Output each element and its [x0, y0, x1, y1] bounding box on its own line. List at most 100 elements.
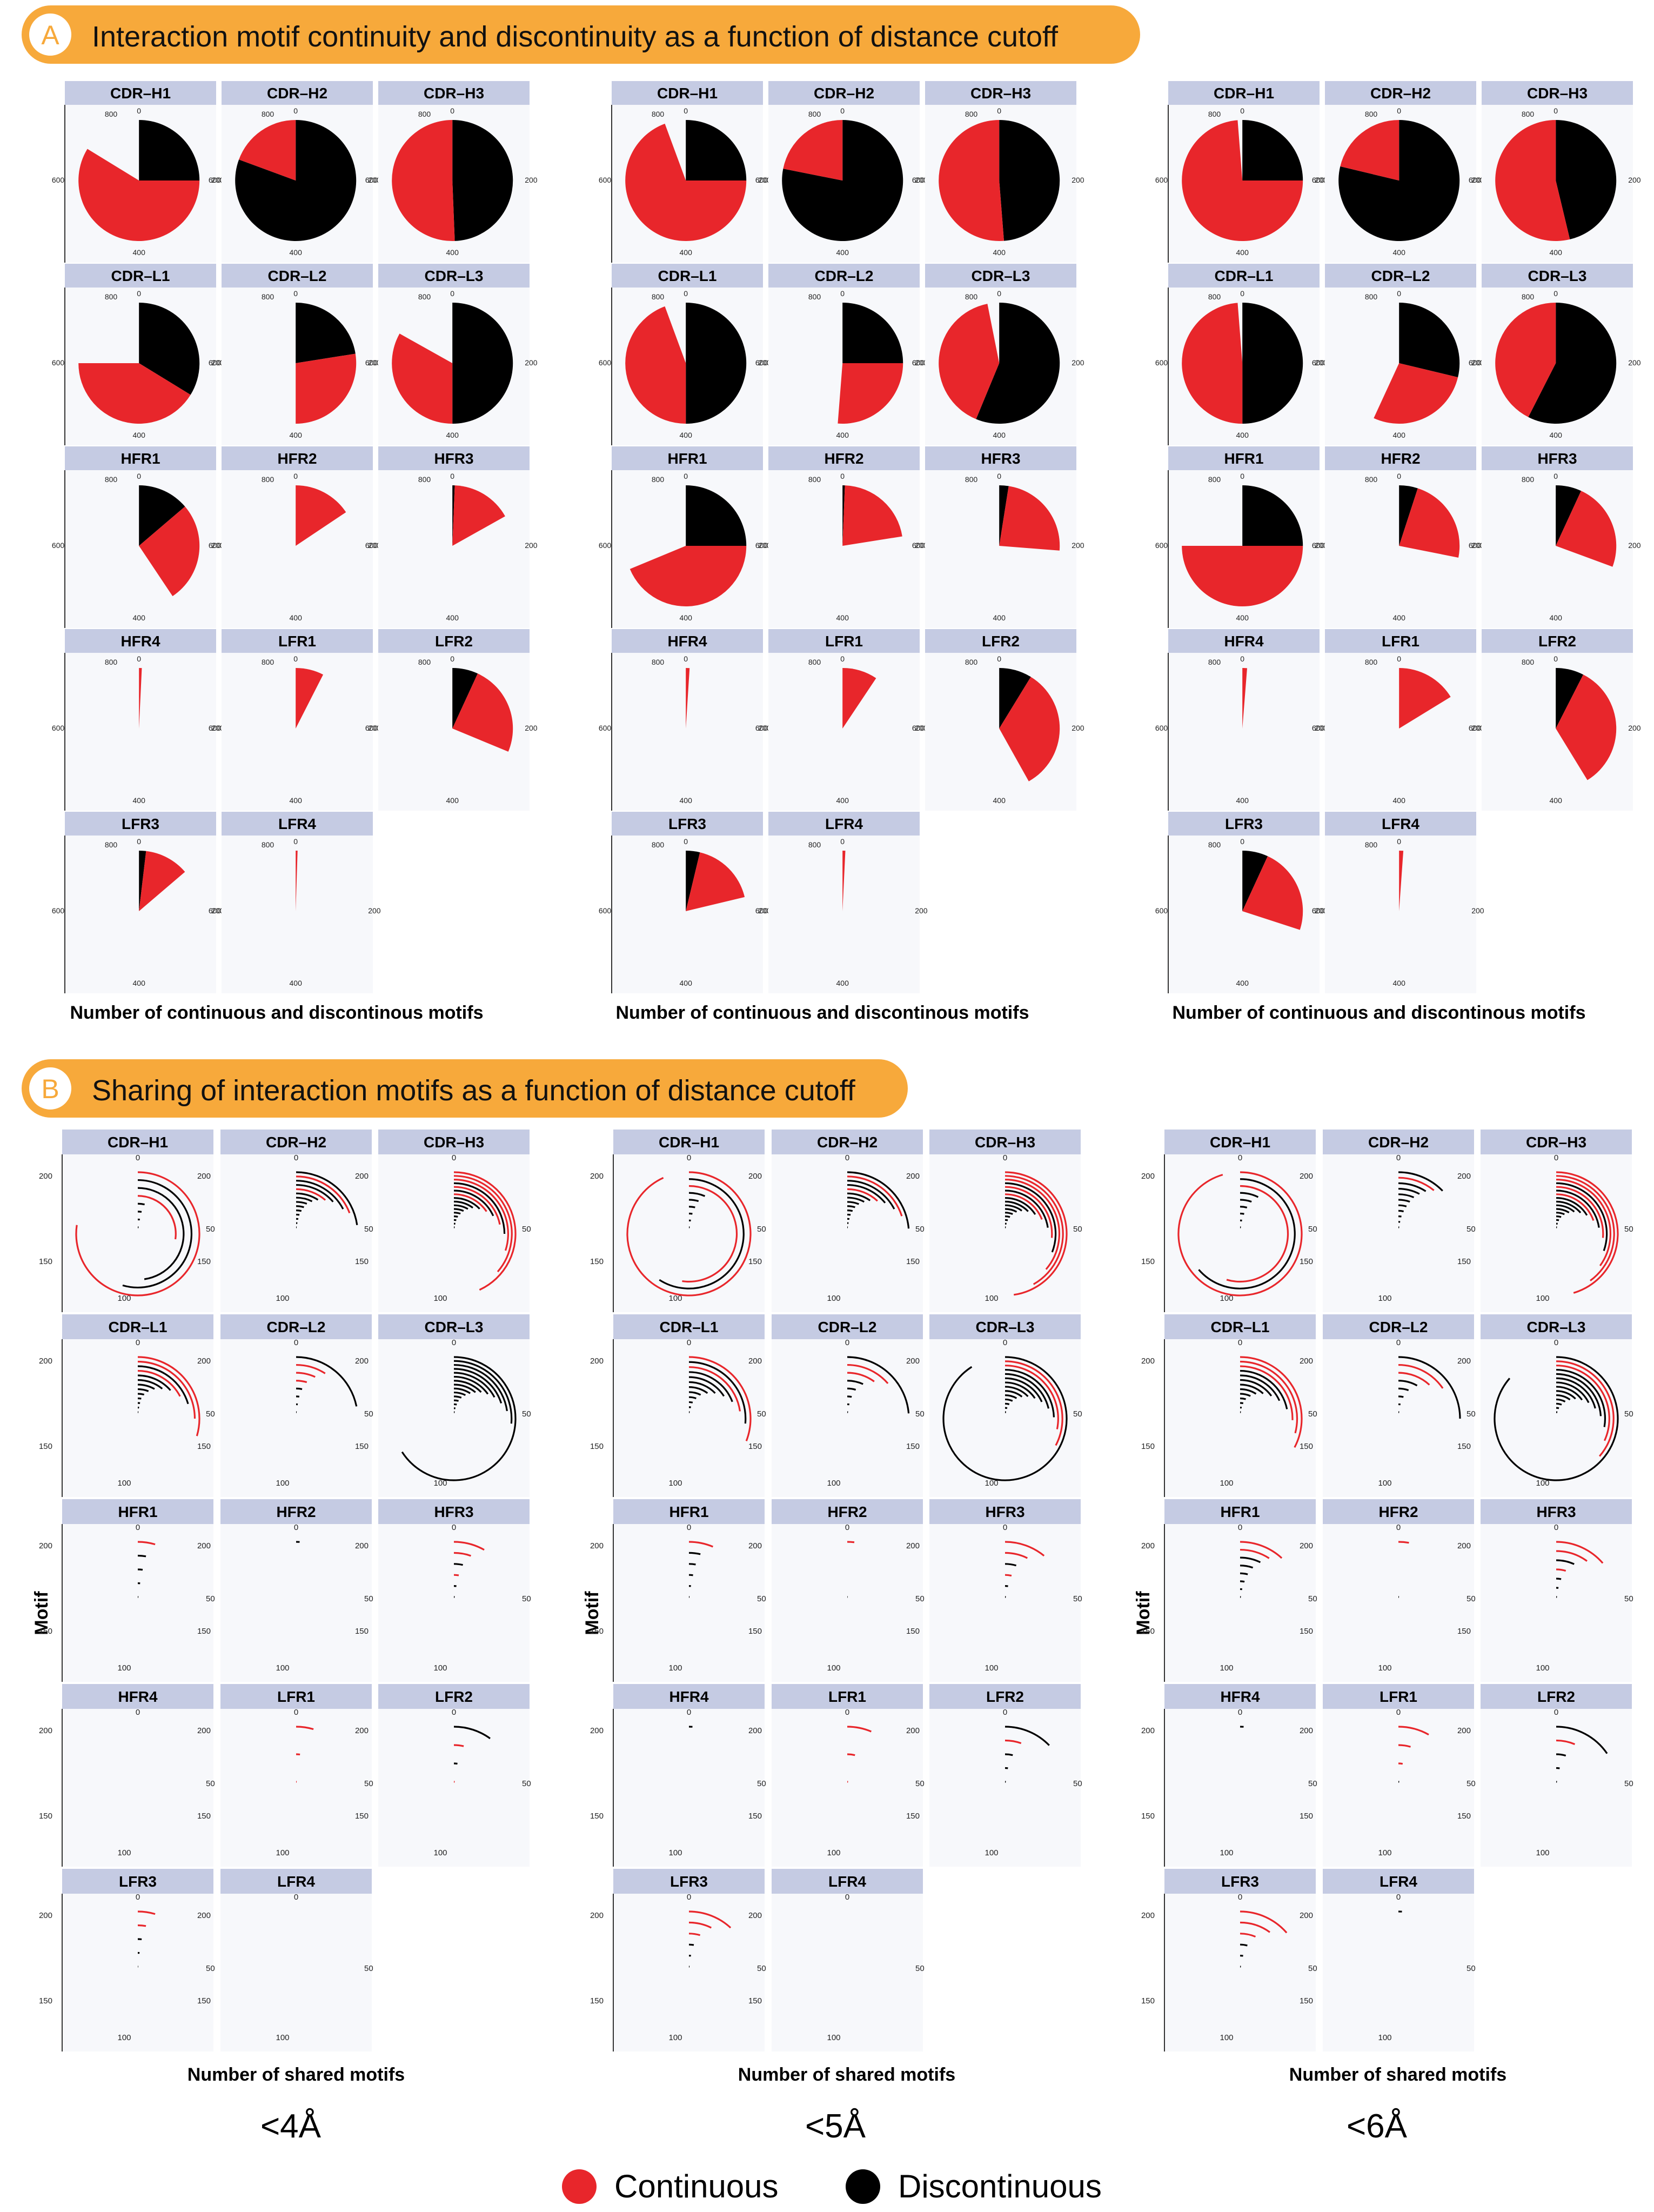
slice-discontinuous: [139, 485, 185, 546]
facet-background: [62, 1499, 213, 1682]
facet-strip: [62, 1130, 213, 1154]
motif-tick-label: 50: [1466, 1594, 1476, 1603]
slice-continuous: [452, 485, 505, 546]
facet-strip: [65, 629, 216, 653]
facet-strip: [1323, 1499, 1474, 1524]
facet-title: LFR4: [278, 816, 316, 832]
slice-discontinuous: [1556, 668, 1584, 729]
facet-strip: [1164, 1684, 1316, 1709]
pie-tick-label: 200: [525, 541, 538, 550]
motif-tick-label: 100: [433, 1663, 447, 1673]
motif-tick-label: 150: [1141, 1627, 1155, 1636]
facet-strip: [925, 81, 1076, 105]
facet-title: CDR–L2: [818, 1319, 877, 1335]
facet-cdr-l2-b1: CDR–L2 0 50 100 150 200: [748, 1314, 925, 1497]
motif-tick-label: 150: [39, 1442, 52, 1451]
facet-background: [1164, 1684, 1316, 1867]
facet-strip: [65, 264, 216, 288]
facet-background: [613, 1499, 765, 1682]
motif-tick-label: 200: [39, 1356, 52, 1366]
facet-strip: [772, 1314, 923, 1339]
motif-tick-label: 0: [1003, 1523, 1007, 1532]
facet-hfr1-b1: HFR1 0 50 100 150 200: [590, 1499, 766, 1682]
motif-tick-label: 200: [590, 1172, 604, 1181]
arc-continuous: [453, 1193, 487, 1212]
motif-tick-label: 0: [1554, 1523, 1558, 1532]
facet-hfr1-a0: HFR1 0 200 400 600 800: [52, 446, 224, 628]
pie-tick-label: 400: [836, 248, 849, 257]
pie-tick-label: 200: [915, 906, 928, 915]
facet-hfr3-a2: HFR3 0 200 400 600 800: [1469, 446, 1641, 628]
arc-continuous: [1556, 1193, 1595, 1221]
arc-discontinuous: [1556, 1182, 1608, 1251]
facet-title: HFR3: [981, 450, 1020, 467]
pie-tick-label: 400: [1236, 248, 1249, 257]
facet-title: CDR–L2: [1369, 1319, 1428, 1335]
pie-tick-label: 0: [684, 289, 688, 298]
pie-tick-label: 600: [1155, 541, 1168, 550]
motif-tick-label: 200: [748, 1911, 762, 1920]
facet-cdr-h3-a0: CDR–H3 0 200 400 600 800: [365, 81, 538, 263]
facet-background: [62, 1869, 213, 2051]
pie-tick-label: 0: [1553, 289, 1558, 298]
facet-background: [1168, 629, 1320, 811]
motif-tick-label: 200: [197, 1541, 211, 1551]
slice-continuous: [939, 120, 1004, 241]
motif-tick-label: 50: [915, 1409, 925, 1419]
arc-discontinuous: [1556, 1373, 1602, 1416]
pie-tick-label: 0: [1397, 106, 1401, 115]
motif-tick-label: 200: [1141, 1726, 1155, 1735]
slice-discontinuous: [1242, 485, 1303, 546]
pie-tick-label: 600: [599, 906, 612, 915]
arc-continuous: [453, 1541, 485, 1551]
facet-strip: [222, 812, 373, 836]
pie-tick-label: 400: [836, 796, 849, 805]
facet-cdr-h3-a1: CDR–H3 0 200 400 600 800: [912, 81, 1084, 263]
arc-discontinuous: [847, 1387, 856, 1391]
facet-strip: [222, 629, 373, 653]
arc-discontinuous: [137, 1384, 155, 1390]
facet-lfr3-a1: LFR3 0 200 400 600 800: [599, 812, 771, 993]
arc-continuous: [1177, 1171, 1303, 1297]
motif-tick-label: 0: [136, 1153, 140, 1162]
facet-title: HFR2: [1378, 1503, 1418, 1520]
arc-discontinuous: [296, 1184, 334, 1202]
pie-tick-label: 400: [290, 431, 303, 439]
arc-discontinuous: [1556, 1381, 1590, 1404]
slice-discontinuous: [139, 851, 146, 911]
facet-hfr2-b1: HFR2 0 50 100 150 200: [748, 1499, 925, 1682]
motif-tick-label: 150: [197, 1996, 211, 2006]
facet-lfr3-a0: LFR3 0 200 400 600 800: [52, 812, 224, 993]
arc-discontinuous: [688, 1396, 697, 1400]
facet-title: CDR–H1: [657, 85, 718, 102]
arc-continuous: [296, 1175, 351, 1214]
pie-tick-label: 200: [915, 724, 928, 732]
pie-tick-label: 800: [105, 292, 118, 301]
facet-cdr-h2-a0: CDR–H2 0 200 400 600 800: [209, 81, 381, 263]
facet-title: LFR2: [435, 633, 473, 650]
slice-discontinuous: [999, 120, 1060, 241]
arc-continuous: [1240, 1356, 1303, 1448]
pie-tick-label: 600: [755, 358, 768, 367]
facet-background: [1481, 1684, 1632, 1867]
motif-tick-label: 200: [39, 1172, 52, 1181]
arc-continuous: [1556, 1360, 1615, 1457]
facet-strip: [612, 812, 763, 836]
pie-tick-label: 0: [1240, 106, 1244, 115]
facet-strip: [613, 1314, 765, 1339]
facet-title: CDR–H1: [108, 1134, 168, 1151]
motif-tick-label: 100: [276, 1479, 289, 1488]
motif-tick-label: 200: [748, 1172, 762, 1181]
pie-tick-label: 600: [599, 541, 612, 550]
facet-strip: [1168, 446, 1320, 470]
pie-tick-label: 400: [836, 979, 849, 987]
arc-continuous: [1398, 1762, 1403, 1765]
pie-tick-label: 0: [137, 472, 141, 480]
motif-tick-label: 100: [668, 2033, 682, 2042]
motif-tick-label: 50: [1073, 1225, 1082, 1234]
pie-tick-label: 800: [652, 292, 665, 301]
facet-background: [768, 812, 920, 993]
slice-discontinuous: [452, 668, 478, 729]
facet-strip: [378, 1684, 530, 1709]
pie-tick-label: 400: [133, 979, 146, 987]
